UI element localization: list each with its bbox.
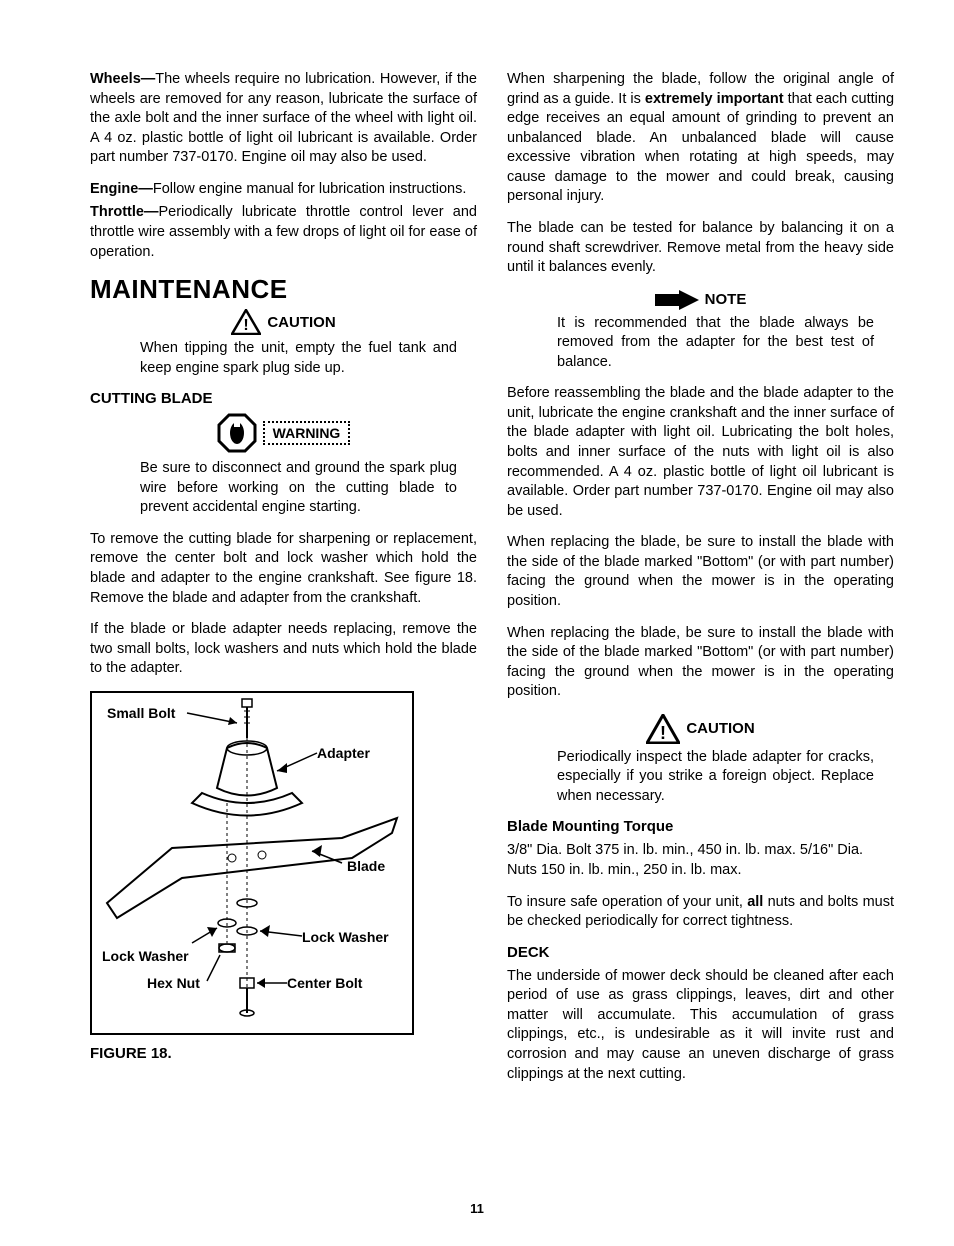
- deck-text: The underside of mower deck should be cl…: [507, 967, 894, 1084]
- deck-heading: DECK: [507, 944, 894, 961]
- note-text: It is recommended that the blade always …: [557, 314, 874, 373]
- warning-label: WARNING: [263, 421, 351, 445]
- warning-head: WARNING: [90, 413, 477, 453]
- fig-adapter-label: Adapter: [317, 745, 370, 761]
- caution-label-2: CAUTION: [686, 720, 754, 737]
- cutting-blade-heading: CUTTING BLADE: [90, 390, 477, 407]
- balance-paragraph: The blade can be tested for balance by b…: [507, 219, 894, 278]
- caution-text-2: Periodically inspect the blade adapter f…: [557, 748, 874, 807]
- columns: Wheels—The wheels require no lubrication…: [90, 70, 894, 1096]
- torque-heading: Blade Mounting Torque: [507, 818, 894, 835]
- throttle-paragraph: Throttle—Periodically lubricate throttle…: [90, 203, 477, 262]
- sharpen-paragraph: When sharpening the blade, follow the or…: [507, 70, 894, 207]
- safe-operation-paragraph: To insure safe operation of your unit, a…: [507, 893, 894, 932]
- caution-triangle-icon: !: [231, 309, 261, 335]
- engine-paragraph: Engine—Follow engine manual for lubricat…: [90, 180, 477, 200]
- torque-text: 3/8" Dia. Bolt 375 in. lb. min., 450 in.…: [507, 841, 894, 880]
- reassemble-paragraph: Before reassembling the blade and the bl…: [507, 384, 894, 521]
- page: Wheels—The wheels require no lubrication…: [0, 0, 954, 1246]
- caution-block-2: ! CAUTION Periodically inspect the blade…: [507, 714, 894, 807]
- remove-blade-paragraph: To remove the cutting blade for sharpeni…: [90, 530, 477, 608]
- fig-lock-washer1-label: Lock Washer: [302, 929, 389, 945]
- note-block: NOTE It is recommended that the blade al…: [507, 290, 894, 373]
- safe-text-a: To insure safe operation of your unit,: [507, 894, 747, 910]
- note-label: NOTE: [705, 291, 747, 308]
- figure-18: Small Bolt Adapter Blade Lock Washer Loc…: [90, 691, 414, 1035]
- replace-install-paragraph-2: When replacing the blade, be sure to ins…: [507, 624, 894, 702]
- svg-text:!: !: [660, 723, 666, 743]
- figure-caption: FIGURE 18.: [90, 1045, 477, 1062]
- engine-text: Follow engine manual for lubrication ins…: [153, 181, 467, 197]
- note-head: NOTE: [507, 290, 894, 310]
- fig-small-bolt-label: Small Bolt: [107, 705, 175, 721]
- page-number: 11: [470, 1201, 484, 1216]
- caution-text-1: When tipping the unit, empty the fuel ta…: [140, 339, 457, 378]
- wheels-paragraph: Wheels—The wheels require no lubrication…: [90, 70, 477, 168]
- maintenance-heading: MAINTENANCE: [90, 274, 477, 305]
- sharpen-bold: extremely important: [645, 91, 784, 107]
- fig-hex-nut-label: Hex Nut: [147, 975, 200, 991]
- right-column: When sharpening the blade, follow the or…: [507, 70, 894, 1096]
- fig-center-bolt-label: Center Bolt: [287, 975, 362, 991]
- sharpen-text-b: that each cutting edge receives an equal…: [507, 91, 894, 205]
- caution-head-1: ! CAUTION: [90, 309, 477, 335]
- engine-label: Engine—: [90, 181, 153, 197]
- fig-lock-washer2-label: Lock Washer: [102, 948, 189, 964]
- throttle-label: Throttle—: [90, 204, 158, 220]
- caution-head-2: ! CAUTION: [507, 714, 894, 744]
- warning-block: WARNING Be sure to disconnect and ground…: [90, 413, 477, 518]
- note-arrow-icon: [655, 290, 699, 310]
- warning-text: Be sure to disconnect and ground the spa…: [140, 459, 457, 518]
- wheels-label: Wheels—: [90, 71, 155, 87]
- caution-block-1: ! CAUTION When tipping the unit, empty t…: [90, 309, 477, 378]
- caution-triangle-icon-2: !: [646, 714, 680, 744]
- left-column: Wheels—The wheels require no lubrication…: [90, 70, 477, 1096]
- fig-blade-label: Blade: [347, 858, 385, 874]
- replace-blade-paragraph: If the blade or blade adapter needs repl…: [90, 620, 477, 679]
- safe-bold: all: [747, 894, 763, 910]
- warning-octagon-icon: [217, 413, 257, 453]
- caution-label-1: CAUTION: [267, 314, 335, 331]
- svg-text:!: !: [244, 317, 249, 334]
- replace-install-paragraph-1: When replacing the blade, be sure to ins…: [507, 533, 894, 611]
